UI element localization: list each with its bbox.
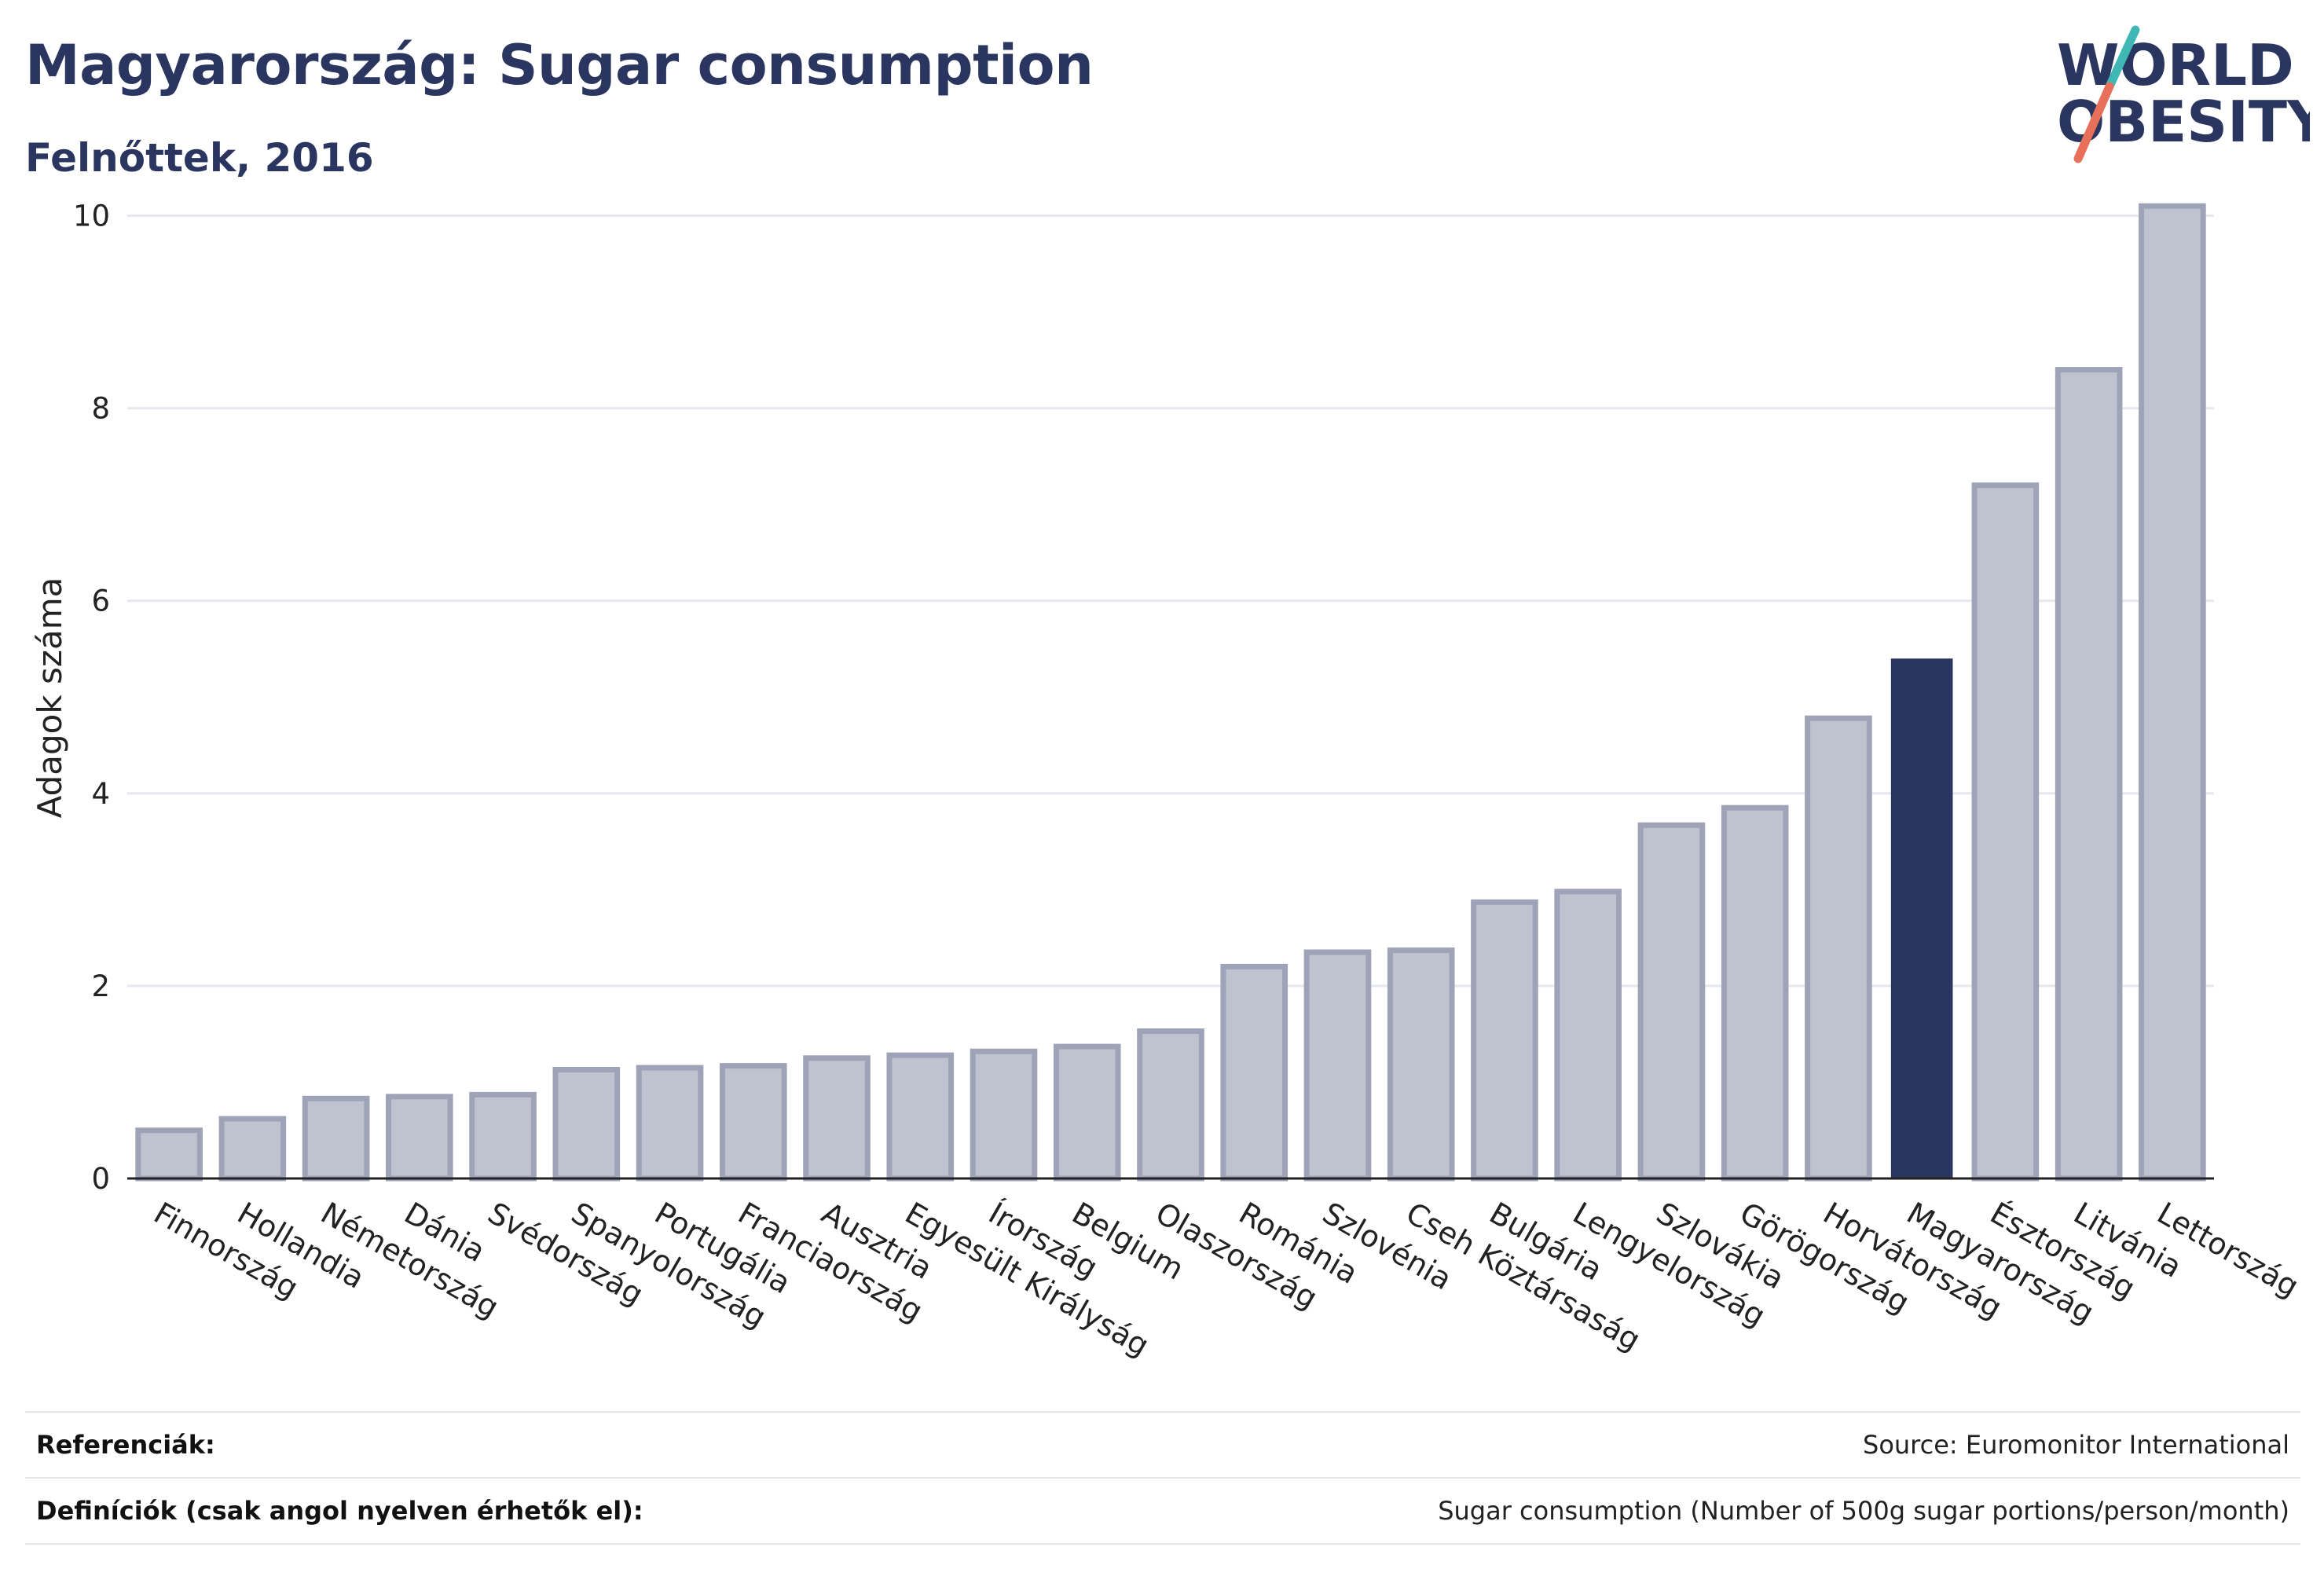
bar	[552, 1067, 621, 1182]
bar	[1554, 889, 1622, 1182]
bar	[1971, 482, 2040, 1182]
bar-chart: 0 2 4 6 8 10 Adagok száma FinnországHollandia…	[31, 200, 2305, 1363]
bar	[1637, 822, 1706, 1182]
bar	[1220, 963, 1288, 1182]
bar-highlighted	[1890, 658, 1953, 1178]
bar	[1387, 947, 1455, 1182]
references-label: Referenciák:	[36, 1430, 215, 1460]
references-row: Referenciák: Source: Euromonitor Interna…	[25, 1411, 2300, 1477]
bar	[719, 1063, 787, 1182]
definitions-label: Definíciók (csak angol nyelven érhetők e…	[36, 1496, 643, 1526]
y-axis-ticks: 0 2 4 6 8 10	[73, 200, 110, 1196]
y-tick-label: 8	[91, 392, 110, 426]
bar	[2055, 367, 2123, 1182]
definitions-row: Definíciók (csak angol nyelven érhetők e…	[25, 1477, 2300, 1545]
y-tick-label: 6	[91, 585, 110, 618]
bar	[1805, 715, 1872, 1182]
page-title: Magyarország: Sugar consumption	[25, 33, 1094, 97]
bar	[386, 1094, 453, 1182]
page-subtitle: Felnőttek, 2016	[25, 135, 374, 181]
bar	[1471, 899, 1538, 1182]
bar	[636, 1065, 704, 1182]
y-tick-label: 10	[73, 200, 110, 233]
y-axis-label: Adagok száma	[31, 577, 69, 819]
bar	[2139, 203, 2206, 1182]
bars	[135, 203, 2206, 1182]
bar	[302, 1095, 370, 1182]
bar	[803, 1055, 871, 1182]
bar	[469, 1091, 537, 1182]
bar	[135, 1127, 203, 1182]
y-tick-label: 0	[91, 1162, 110, 1196]
bar	[970, 1048, 1038, 1182]
logo-slash-top	[2105, 25, 2140, 91]
bar	[218, 1116, 287, 1182]
bar	[1053, 1043, 1121, 1182]
y-tick-label: 4	[91, 777, 110, 811]
bar	[1721, 804, 1789, 1182]
logo-slash-bottom	[2073, 82, 2114, 163]
definitions-value: Sugar consumption (Number of 500g sugar …	[1438, 1496, 2289, 1526]
bar	[886, 1052, 955, 1182]
world-obesity-logo: WORLD OBESITY	[2057, 25, 2310, 163]
references-value: Source: Euromonitor International	[1863, 1430, 2289, 1460]
y-tick-label: 2	[91, 969, 110, 1003]
bar	[1303, 949, 1372, 1182]
bar	[1137, 1028, 1204, 1182]
logo-word-world: WORLD	[2057, 32, 2294, 98]
x-axis-ticks: FinnországHollandiaNémetországDániaSvédo…	[148, 1196, 2305, 1363]
